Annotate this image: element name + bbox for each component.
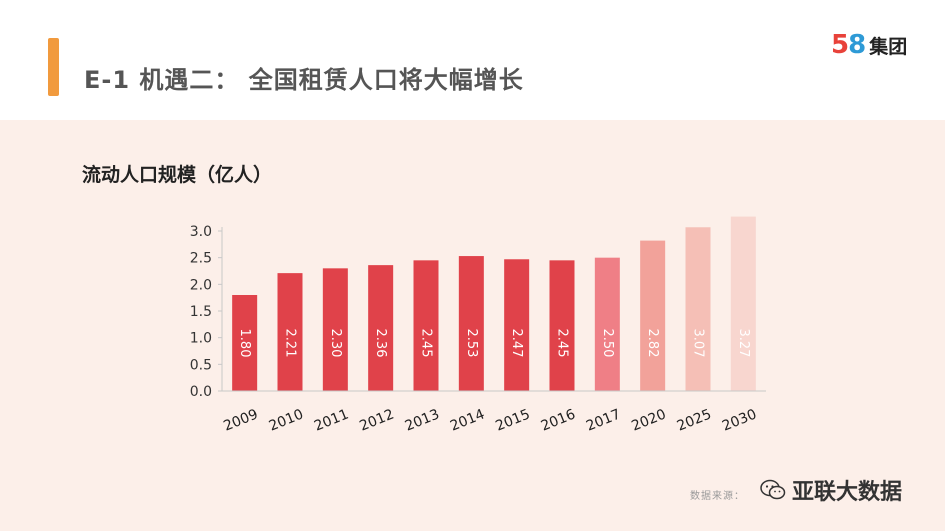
x-tick-label: 2020 (629, 406, 668, 434)
bar (277, 273, 303, 391)
bar-value-label: 3.27 (736, 329, 751, 358)
bar-value-label: 2.45 (555, 329, 570, 358)
logo-number-8: 8 (848, 30, 866, 60)
bar-value-label: 2.53 (464, 329, 479, 358)
chart-title: 流动人口规模（亿人） (82, 164, 273, 186)
x-tick-label: 2011 (312, 406, 351, 434)
x-tick-label: 2016 (539, 406, 578, 434)
x-tick-label: 2030 (720, 406, 759, 434)
logo-number-5: 5 (831, 30, 849, 60)
accent-bar (48, 38, 59, 96)
bar (685, 227, 711, 391)
bar (549, 260, 575, 391)
bar (504, 259, 530, 391)
bar (413, 260, 439, 391)
x-tick-label: 2015 (493, 406, 532, 434)
y-tick-label: 2.0 (190, 277, 212, 293)
watermark: 亚联大数据 (760, 474, 902, 506)
bar-value-label: 2.82 (645, 329, 660, 358)
bar (232, 295, 258, 391)
y-tick-label: 1.0 (190, 331, 212, 347)
x-tick-label: 2013 (403, 406, 442, 434)
x-tick-label: 2025 (675, 406, 714, 434)
bar (730, 216, 756, 391)
bar-value-label: 1.80 (237, 329, 252, 358)
bar (368, 265, 394, 391)
x-tick-label: 2017 (584, 406, 623, 434)
y-tick-label: 0.5 (190, 357, 212, 373)
y-tick-label: 3.0 (190, 224, 212, 240)
bar (458, 256, 484, 391)
logo-text: 集团 (869, 35, 908, 58)
y-tick-label: 0.0 (190, 384, 212, 400)
bar-value-label: 2.45 (419, 329, 434, 358)
watermark-text: 亚联大数据 (792, 480, 903, 505)
bar-value-label: 2.30 (328, 329, 343, 358)
bar-value-label: 2.36 (373, 329, 388, 358)
bar-value-label: 2.50 (600, 329, 615, 358)
bar-value-label: 2.47 (509, 329, 524, 358)
bar-value-label: 2.21 (283, 329, 298, 358)
bar-value-label: 3.07 (691, 329, 706, 358)
wechat-icon (760, 479, 786, 500)
y-tick-label: 1.5 (190, 304, 212, 320)
x-tick-label: 2014 (448, 406, 487, 434)
y-tick-label: 2.5 (190, 251, 212, 267)
bar (640, 240, 666, 391)
x-tick-label: 2012 (357, 406, 396, 434)
page-title: E-1 机遇二： 全国租赁人口将大幅增长 (84, 66, 524, 94)
x-tick-label: 2009 (221, 406, 260, 434)
bar (322, 268, 348, 391)
bar (594, 257, 620, 391)
x-tick-label: 2010 (267, 406, 306, 434)
data-source-label: 数据来源： (690, 491, 745, 502)
